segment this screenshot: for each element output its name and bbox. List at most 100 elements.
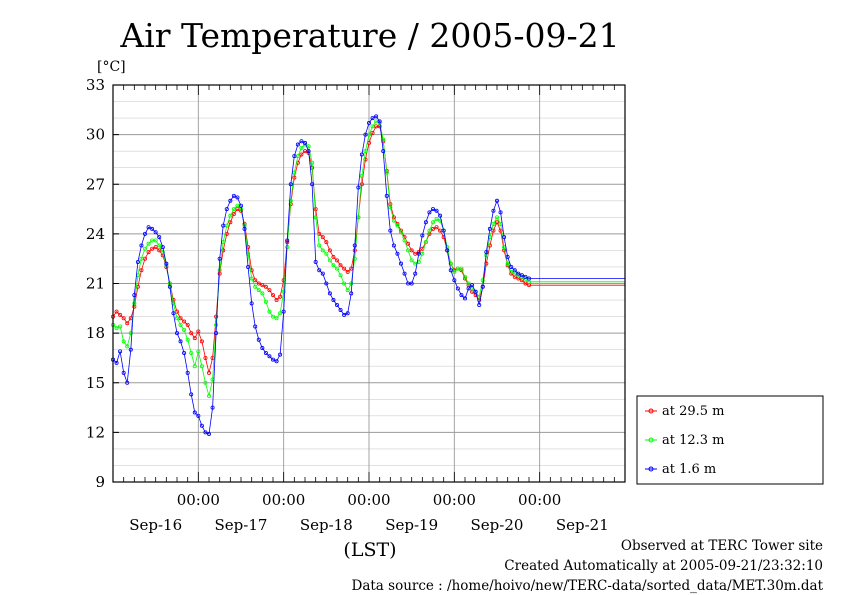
legend-marker [648, 408, 654, 414]
data-point [189, 350, 194, 355]
data-point [125, 321, 130, 326]
data-point [324, 251, 329, 256]
data-point [413, 271, 418, 276]
data-point [430, 207, 435, 212]
data-point [203, 355, 208, 360]
data-point [366, 121, 371, 126]
y-tick-label: 30 [86, 126, 105, 144]
data-point [118, 312, 123, 317]
data-point [278, 352, 283, 357]
data-point [317, 243, 322, 248]
legend: at 29.5 m at 12.3 m at 1.6 m [636, 395, 824, 485]
y-tick-label: 18 [86, 324, 105, 342]
data-point [288, 182, 293, 187]
data-point [196, 329, 201, 334]
y-tick-label: 27 [86, 175, 105, 193]
data-point [491, 221, 496, 226]
data-point [125, 344, 130, 349]
data-point [192, 336, 197, 341]
legend-label: at 12.3 m [662, 433, 725, 448]
data-point [214, 314, 219, 319]
y-tick-label: 21 [86, 275, 105, 293]
data-point [221, 248, 226, 253]
data-point [260, 291, 265, 296]
data-point [302, 140, 307, 145]
data-point [157, 235, 162, 240]
data-point [256, 337, 261, 342]
data-point [391, 218, 396, 223]
data-point [434, 208, 439, 213]
data-point [434, 216, 439, 221]
data-point [182, 327, 187, 332]
data-point [256, 281, 261, 286]
data-point [253, 324, 258, 329]
x-axis-label: (LST) [343, 539, 396, 561]
data-point [317, 268, 322, 273]
data-point [210, 405, 215, 410]
y-tick-label: 15 [86, 374, 105, 392]
data-point [292, 175, 297, 180]
data-point [342, 312, 347, 317]
data-point [246, 264, 251, 269]
data-point [359, 173, 364, 178]
legend-marker [648, 466, 654, 472]
data-point [274, 298, 279, 303]
data-point [327, 258, 332, 263]
data-point [519, 273, 524, 278]
data-point [167, 284, 172, 289]
data-point [174, 331, 179, 336]
legend-label: at 29.5 m [662, 404, 725, 419]
data-point [310, 182, 315, 187]
legend-box [636, 395, 824, 485]
data-point [359, 152, 364, 157]
data-point [459, 266, 464, 271]
data-point [267, 288, 272, 293]
data-point [477, 303, 482, 308]
data-point [263, 350, 268, 355]
data-point [320, 271, 325, 276]
data-point [263, 299, 268, 304]
data-point [238, 203, 243, 208]
series-line [112, 120, 625, 397]
data-point [345, 288, 350, 293]
data-point [509, 269, 514, 274]
data-point [135, 259, 140, 264]
data-point [196, 349, 201, 354]
data-point [153, 238, 158, 243]
data-point [267, 309, 272, 314]
data-point [430, 220, 435, 225]
data-point [438, 218, 443, 223]
data-point [313, 215, 318, 220]
date-labels: Sep-16 Sep-17 Sep-18 Sep-19 Sep-20 Sep-21 [129, 516, 609, 534]
data-point [359, 182, 364, 187]
data-point [416, 251, 421, 256]
data-point [253, 278, 258, 283]
data-point [192, 410, 197, 415]
data-point [480, 284, 485, 289]
data-point [352, 256, 357, 261]
data-point [164, 261, 169, 266]
data-point [430, 226, 435, 231]
data-point [295, 142, 300, 147]
data-point [114, 360, 119, 365]
data-point [406, 241, 411, 246]
data-point [182, 319, 187, 324]
data-point [206, 370, 211, 375]
data-point [206, 432, 211, 437]
data-point [125, 380, 130, 385]
data-point [334, 266, 339, 271]
data-point [398, 261, 403, 266]
data-point [139, 256, 144, 261]
data-point [196, 413, 201, 418]
data-point [331, 263, 336, 268]
data-point [281, 289, 286, 294]
data-point [494, 198, 499, 203]
data-point [260, 283, 265, 288]
data-point [299, 139, 304, 144]
y-tick-label: 33 [86, 76, 105, 94]
data-point [114, 326, 119, 331]
data-point [349, 281, 354, 286]
data-point [132, 293, 137, 298]
footer-source: Data source : /home/hoivo/new/TERC-data/… [352, 578, 824, 594]
